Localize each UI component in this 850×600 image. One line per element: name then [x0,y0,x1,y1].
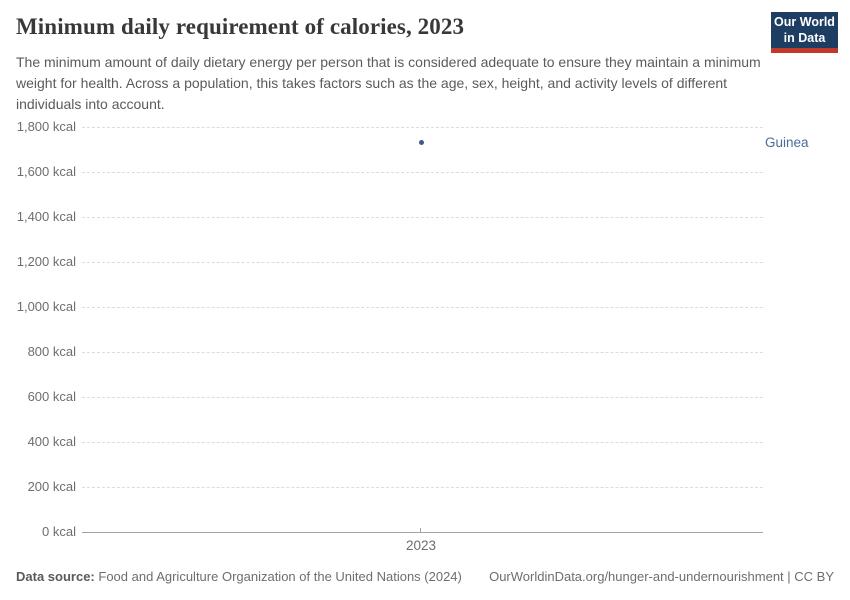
y-tick-label: 1,600 kcal [16,164,76,179]
gridline [82,262,763,263]
data-source: Data source: Food and Agriculture Organi… [16,569,462,584]
entity-label-guinea[interactable]: Guinea [765,134,809,150]
y-tick-label: 1,800 kcal [16,119,76,134]
chart-subtitle: The minimum amount of daily dietary ener… [16,54,761,112]
gridline [82,487,763,488]
owid-logo: Our World in Data [771,12,838,53]
owid-logo-line2: in Data [783,31,826,45]
gridline [82,127,763,128]
gridline [82,172,763,173]
x-axis-tick [420,528,421,532]
y-tick-label: 200 kcal [27,479,76,494]
gridline [82,352,763,353]
data-point-guinea[interactable] [418,140,424,146]
page-title: Minimum daily requirement of calories, 2… [16,14,465,39]
gridline [82,442,763,443]
data-source-label: Data source: [16,569,95,584]
owid-logo-line1: Our World [774,15,835,29]
gridline [82,397,763,398]
y-tick-label: 400 kcal [27,434,76,449]
x-axis-line [82,532,763,533]
data-source-text: Food and Agriculture Organization of the… [98,569,462,584]
y-tick-label: 1,000 kcal [16,299,76,314]
y-tick-label: 1,400 kcal [16,209,76,224]
y-tick-label: 1,200 kcal [16,254,76,269]
y-tick-label: 600 kcal [27,389,76,404]
y-tick-label: 0 kcal [42,524,76,539]
gridline [82,307,763,308]
y-tick-label: 800 kcal [27,344,76,359]
license-link[interactable]: OurWorldinData.org/hunger-and-undernouri… [489,569,834,584]
x-tick-label: 2023 [405,538,437,553]
gridline [82,217,763,218]
